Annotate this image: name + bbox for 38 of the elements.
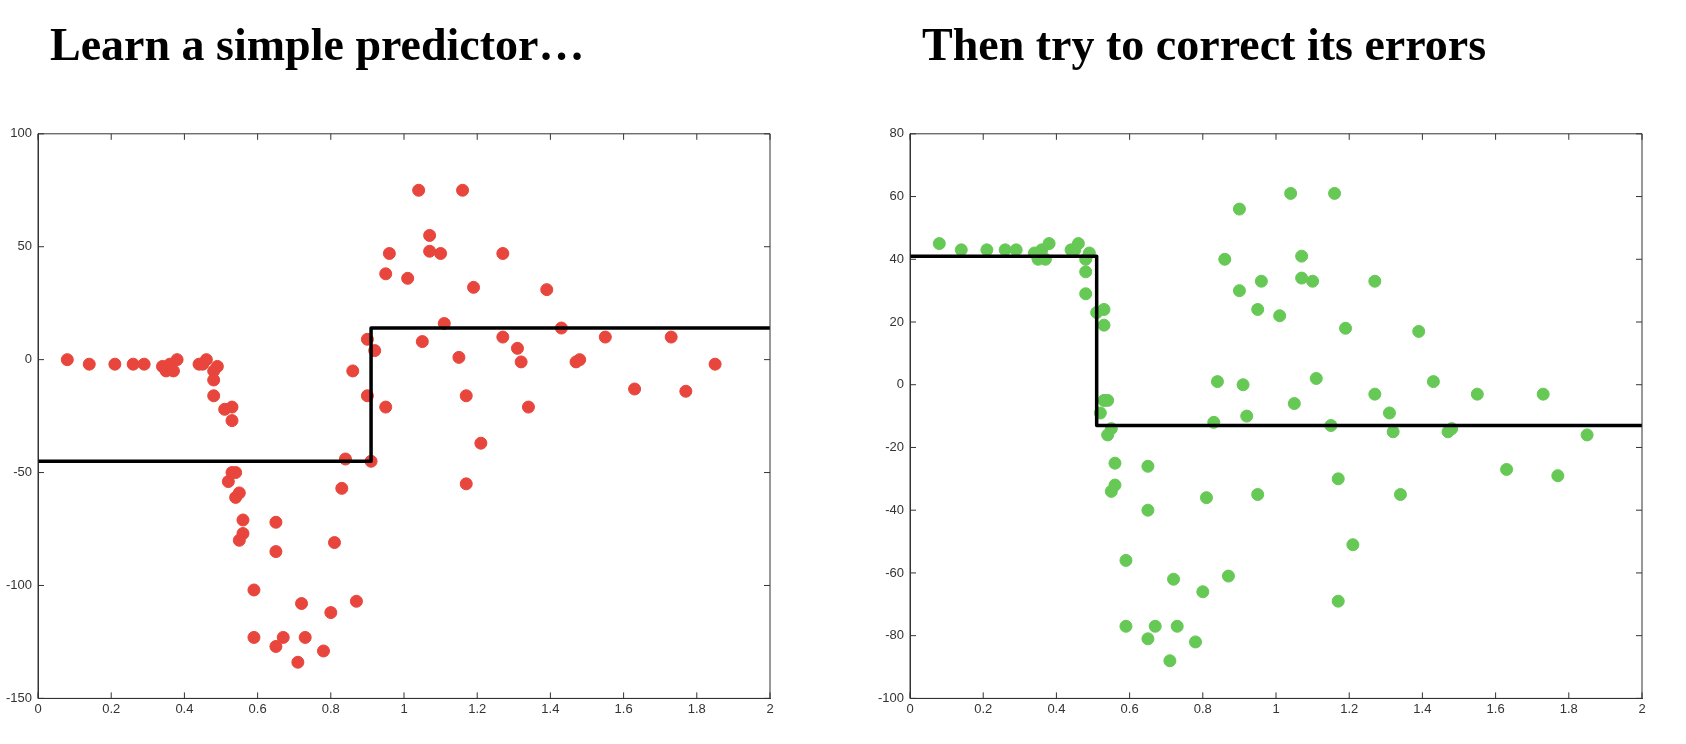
x-tick-label: 0.6 [1120, 700, 1139, 716]
x-tick-label: 1.6 [614, 700, 633, 716]
y-tick-label: 40 [889, 250, 905, 266]
x-tick-label: 0.2 [974, 700, 993, 716]
y-tick-label: 0 [896, 376, 905, 392]
y-tick-label: -100 [877, 689, 905, 705]
y-tick-label: -50 [13, 464, 33, 480]
y-tick-label: -150 [5, 689, 33, 705]
x-tick-label: 1.4 [1413, 700, 1432, 716]
chart-title: Then try to correct its errors [922, 18, 1487, 71]
y-tick-label: 50 [17, 238, 33, 254]
x-tick-label: 1.2 [468, 700, 487, 716]
y-tick-label: 20 [889, 313, 905, 329]
y-tick-label: 100 [10, 125, 33, 141]
x-tick-label: 2 [766, 700, 774, 716]
y-tick-label: -20 [885, 439, 905, 455]
x-tick-label: 0.6 [248, 700, 267, 716]
x-tick-label: 0.8 [1193, 700, 1212, 716]
x-tick-label: 1.2 [1340, 700, 1359, 716]
x-tick-label: 1 [1272, 700, 1280, 716]
x-tick-label: 2 [1638, 700, 1646, 716]
x-tick-label: 1.8 [1559, 700, 1578, 716]
x-tick-label: 1.8 [687, 700, 706, 716]
y-tick-label: -80 [885, 627, 905, 643]
y-tick-label: 80 [889, 125, 905, 141]
x-tick-label: 0.4 [175, 700, 194, 716]
y-tick-label: 60 [889, 188, 905, 204]
x-tick-label: 1 [400, 700, 408, 716]
x-tick-label: 0.4 [1047, 700, 1066, 716]
y-tick-label: 0 [24, 351, 33, 367]
y-tick-label: -60 [885, 564, 905, 580]
x-tick-label: 0.8 [321, 700, 340, 716]
x-tick-label: 0.2 [102, 700, 121, 716]
x-tick-label: 1.4 [541, 700, 560, 716]
chart-title: Learn a simple predictor… [50, 18, 585, 71]
y-tick-label: -40 [885, 501, 905, 517]
x-tick-label: 1.6 [1486, 700, 1505, 716]
y-tick-label: -100 [5, 577, 33, 593]
